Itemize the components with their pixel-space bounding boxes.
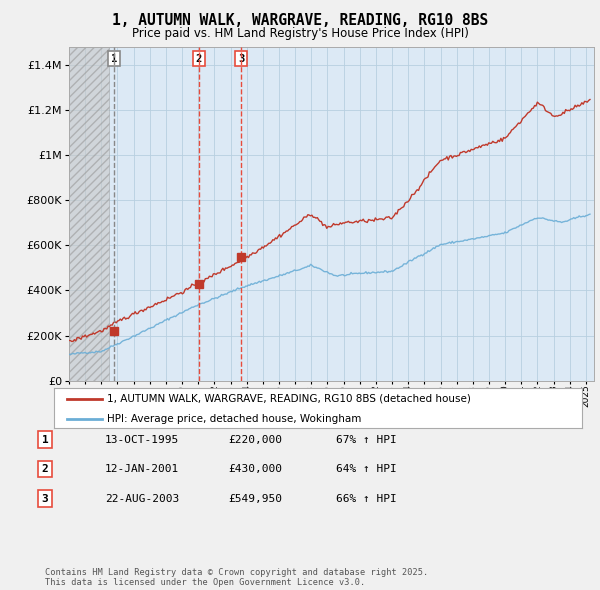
Text: 67% ↑ HPI: 67% ↑ HPI [336, 435, 397, 444]
Text: Contains HM Land Registry data © Crown copyright and database right 2025.
This d: Contains HM Land Registry data © Crown c… [45, 568, 428, 587]
Text: 3: 3 [41, 494, 49, 503]
Text: 13-OCT-1995: 13-OCT-1995 [105, 435, 179, 444]
Text: 1, AUTUMN WALK, WARGRAVE, READING, RG10 8BS (detached house): 1, AUTUMN WALK, WARGRAVE, READING, RG10 … [107, 394, 470, 404]
Text: 66% ↑ HPI: 66% ↑ HPI [336, 494, 397, 503]
Text: 22-AUG-2003: 22-AUG-2003 [105, 494, 179, 503]
Text: 1, AUTUMN WALK, WARGRAVE, READING, RG10 8BS: 1, AUTUMN WALK, WARGRAVE, READING, RG10 … [112, 13, 488, 28]
Text: 12-JAN-2001: 12-JAN-2001 [105, 464, 179, 474]
Text: 2: 2 [196, 54, 202, 64]
Text: £549,950: £549,950 [228, 494, 282, 503]
Text: Price paid vs. HM Land Registry's House Price Index (HPI): Price paid vs. HM Land Registry's House … [131, 27, 469, 40]
Text: HPI: Average price, detached house, Wokingham: HPI: Average price, detached house, Woki… [107, 414, 361, 424]
Text: £430,000: £430,000 [228, 464, 282, 474]
Text: 3: 3 [238, 54, 244, 64]
Text: 1: 1 [41, 435, 49, 444]
Text: 2: 2 [41, 464, 49, 474]
Bar [69, 47, 109, 381]
Text: 64% ↑ HPI: 64% ↑ HPI [336, 464, 397, 474]
Text: £220,000: £220,000 [228, 435, 282, 444]
Text: 1: 1 [111, 54, 117, 64]
